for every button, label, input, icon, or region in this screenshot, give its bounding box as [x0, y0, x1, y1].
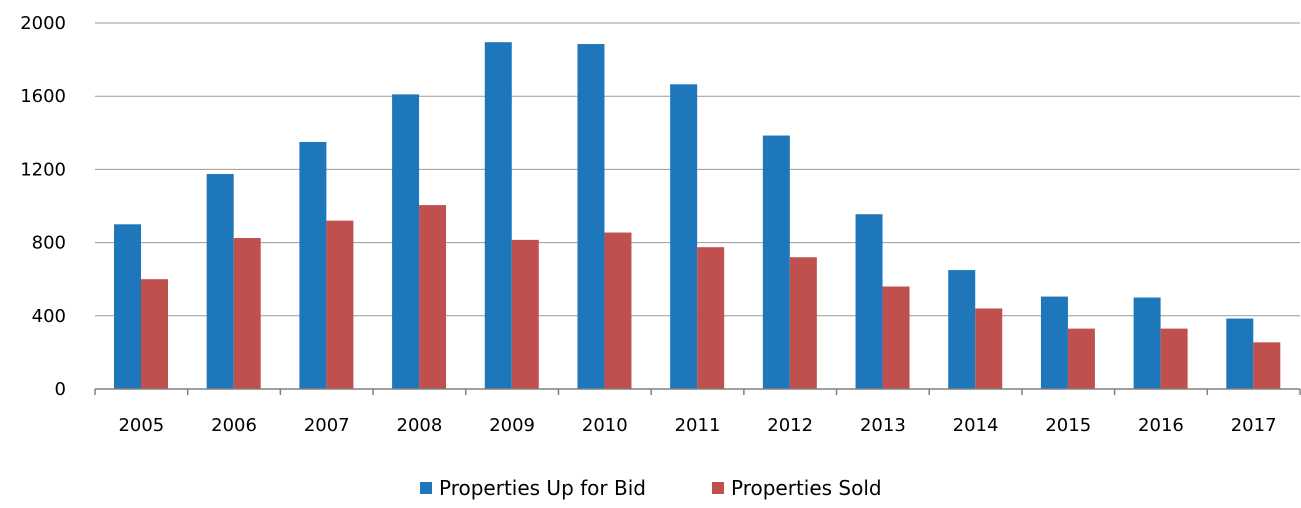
legend-swatch [712, 482, 724, 494]
x-tick-label: 2013 [860, 415, 906, 436]
y-tick-label: 0 [55, 379, 66, 400]
y-tick-label: 1200 [20, 159, 66, 180]
x-tick-label: 2006 [211, 415, 257, 436]
gridlines [95, 22, 1300, 317]
bar-up-for-bid-2016 [1133, 297, 1161, 389]
x-tick-label: 2012 [767, 415, 813, 436]
bar-up-for-bid-2008 [392, 94, 420, 390]
bar-up-for-bid-2013 [855, 214, 883, 389]
x-tick-label: 2016 [1138, 415, 1184, 436]
legend-label: Properties Sold [731, 476, 882, 500]
x-tick-label: 2014 [953, 415, 999, 436]
bar-up-for-bid-2005 [114, 224, 141, 389]
legend-label: Properties Up for Bid [439, 476, 646, 500]
x-tick-label: 2010 [582, 415, 628, 436]
bar-sold-2007 [326, 220, 354, 389]
x-tick-label: 2017 [1231, 415, 1277, 436]
bar-sold-2009 [511, 239, 539, 389]
bar-sold-2012 [789, 257, 817, 389]
x-tick-label: 2005 [118, 415, 164, 436]
bar-up-for-bid-2014 [948, 270, 976, 389]
bar-up-for-bid-2017 [1226, 318, 1254, 389]
bar-sold-2010 [604, 232, 632, 389]
bars [114, 42, 1281, 390]
bar-sold-2017 [1253, 342, 1281, 389]
x-tick-label: 2009 [489, 415, 535, 436]
bar-sold-2015 [1067, 328, 1095, 389]
x-tick-label: 2011 [675, 415, 721, 436]
bar-sold-2014 [975, 308, 1003, 389]
bar-up-for-bid-2006 [206, 173, 234, 389]
bar-up-for-bid-2012 [762, 135, 790, 389]
x-tick-label: 2007 [304, 415, 350, 436]
axes: 0 400 800 1200 1600 2000 2005 2006 2007 2008 2009 2… [20, 13, 1301, 436]
legend: Properties Up for Bid Properties Sold [420, 476, 882, 500]
bar-sold-2006 [233, 238, 261, 389]
y-tick-label: 1600 [20, 86, 66, 107]
y-tick-label: 800 [32, 233, 66, 254]
y-tick-label: 2000 [20, 13, 66, 34]
legend-swatch [420, 482, 432, 494]
bar-sold-2016 [1160, 328, 1188, 389]
x-tick-label: 2015 [1045, 415, 1091, 436]
y-tick-label: 400 [32, 306, 66, 327]
bar-up-for-bid-2015 [1040, 296, 1068, 389]
bar-up-for-bid-2010 [577, 44, 605, 390]
bar-sold-2013 [882, 286, 910, 389]
bar-up-for-bid-2007 [299, 141, 327, 389]
bar-sold-2011 [697, 247, 725, 389]
bar-up-for-bid-2009 [484, 42, 512, 390]
x-tick-label: 2008 [397, 415, 443, 436]
bar-sold-2008 [419, 205, 447, 389]
bar-up-for-bid-2011 [670, 84, 698, 390]
bar-sold-2005 [141, 279, 168, 389]
